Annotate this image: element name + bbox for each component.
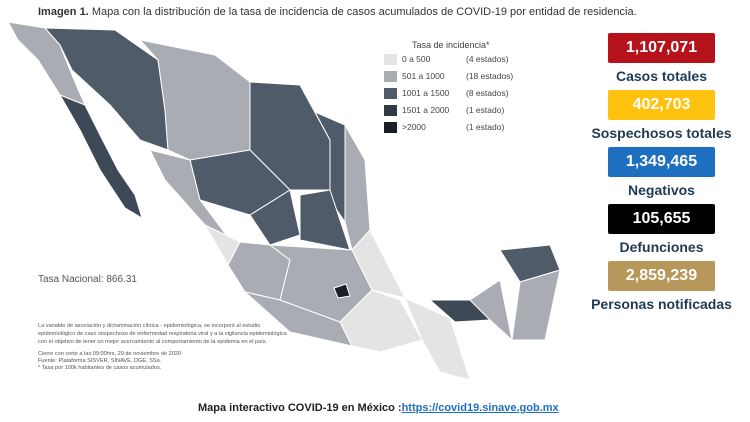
legend-count: (8 estados) bbox=[466, 88, 509, 98]
legend-range: 501 a 1000 bbox=[402, 71, 445, 81]
legend-swatch bbox=[384, 54, 397, 65]
legend-range: 1001 a 1500 bbox=[402, 88, 450, 98]
header-label: Imagen 1. bbox=[38, 6, 89, 18]
stat-value: 1,349,465 bbox=[608, 147, 715, 177]
legend-range: 0 a 500 bbox=[402, 54, 431, 64]
stat-value: 1,107,071 bbox=[608, 33, 715, 63]
footer-link[interactable]: https://covid19.sinave.gob.mx bbox=[401, 402, 559, 414]
stat-label: Defunciones bbox=[619, 239, 704, 255]
stat-label: Personas notificadas bbox=[591, 296, 732, 312]
note: con el objetivo de tener un mejor acerca… bbox=[38, 339, 268, 345]
header: Imagen 1. Mapa con la distribución de la… bbox=[38, 6, 637, 18]
legend-count: (18 estados) bbox=[466, 71, 514, 81]
header-title: Mapa con la distribución de la tasa de i… bbox=[91, 6, 637, 18]
legend bbox=[378, 40, 498, 142]
stat-value: 2,859,239 bbox=[608, 261, 715, 291]
note: * Tasa por 100k habitantes de casos acum… bbox=[38, 365, 162, 371]
footer: Mapa interactivo COVID-19 en México :htt… bbox=[198, 402, 559, 414]
stat-label: Casos totales bbox=[615, 68, 708, 84]
legend-title: Tasa de incidencia* bbox=[412, 40, 490, 50]
legend-swatch bbox=[384, 71, 397, 82]
note: La variable de asociación y dictaminació… bbox=[38, 323, 261, 329]
national-rate: Tasa Nacional: 866.31 bbox=[38, 274, 137, 285]
legend-swatch bbox=[384, 88, 397, 99]
stat-value: 105,655 bbox=[608, 204, 715, 234]
legend-range: 1501 a 2000 bbox=[402, 105, 450, 115]
legend-swatch bbox=[384, 105, 397, 116]
stat-label: Negativos bbox=[628, 182, 695, 198]
legend-count: (1 estado) bbox=[466, 105, 505, 115]
stat-value: 402,703 bbox=[608, 90, 715, 120]
note: Fuente: Plataforma SISVER, SINAVE, DGE, … bbox=[38, 358, 162, 364]
legend-range: >2000 bbox=[402, 122, 426, 132]
footer-text: Mapa interactivo COVID-19 en México : bbox=[198, 402, 402, 414]
legend-count: (4 estados) bbox=[466, 54, 509, 64]
note: epidemiológico de caso sospechoso de enf… bbox=[38, 331, 287, 337]
note: Cierre con corte a las 09:00hrs, 29 de n… bbox=[38, 351, 182, 357]
stat-label: Sospechosos totales bbox=[591, 125, 732, 141]
map bbox=[7, 21, 561, 381]
legend-count: (1 estado) bbox=[466, 122, 505, 132]
legend-swatch bbox=[384, 122, 397, 133]
